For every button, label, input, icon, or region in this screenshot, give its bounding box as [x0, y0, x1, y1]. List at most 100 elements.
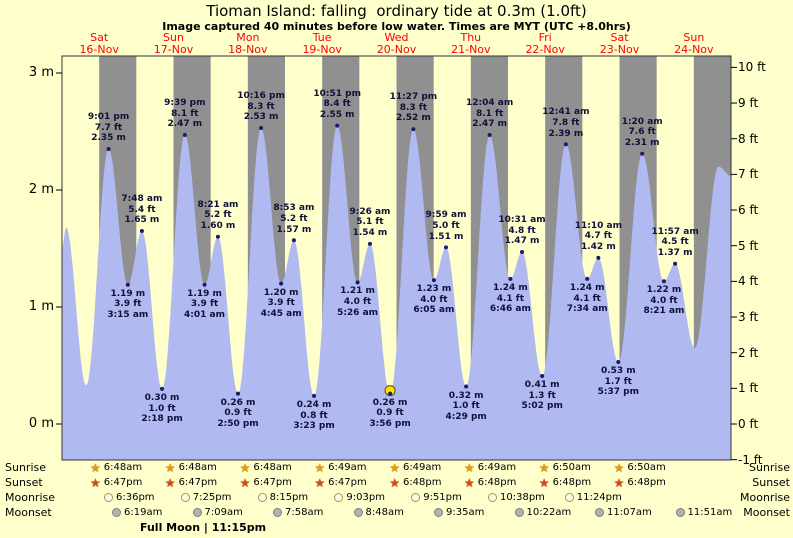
almanac-time: 6:48am	[178, 462, 217, 473]
tide-extreme-marker	[312, 393, 317, 398]
moonrise-moon-icon	[564, 493, 574, 502]
high-tide-annotation: 10:51 pm 8.4 ft 2.55 m	[313, 88, 361, 120]
y-axis-label-ft: -1 ft	[738, 452, 763, 467]
sunset-entry: ★ 6:48pm	[464, 476, 516, 489]
high-tide-annotation: 11:57 am 4.5 ft 1.37 m	[651, 226, 699, 258]
y-axis-label-ft: 10 ft	[738, 60, 766, 75]
y-axis-label-m: 3 m	[28, 65, 54, 80]
tide-curve	[62, 125, 731, 460]
moonset-entry: 7:58am	[273, 506, 323, 519]
moonset-entry: 6:19am	[112, 506, 162, 519]
almanac-time: 10:22am	[526, 507, 572, 518]
sunset-star-icon: ★	[389, 475, 400, 490]
moonset-entry: 9:35am	[434, 506, 484, 519]
y-axis-label-m: 1 m	[28, 299, 54, 314]
sunrise-row-label-left: Sunrise	[5, 461, 47, 474]
almanac-time: 11:24pm	[576, 492, 622, 503]
moonrise-entry: 10:38pm	[488, 491, 545, 504]
low-tide-annotation: 1.22 m 4.0 ft 8:21 am	[643, 285, 685, 317]
almanac-time: 6:49am	[477, 462, 517, 473]
low-tide-annotation: 0.32 m 1.0 ft 4:29 pm	[445, 390, 487, 422]
almanac-time: 11:51am	[687, 507, 733, 518]
y-axis-label-ft: 1 ft	[738, 381, 759, 396]
almanac-time: 7:25pm	[192, 492, 232, 503]
moonset-moon-icon	[675, 508, 685, 517]
almanac-time: 6:48am	[253, 462, 292, 473]
high-tide-annotation: 10:31 am 4.8 ft 1.47 m	[498, 215, 546, 247]
tide-extreme-marker	[464, 384, 469, 389]
high-tide-annotation: 11:10 am 4.7 ft 1.42 m	[574, 220, 622, 253]
y-axis-label-m: 2 m	[28, 182, 54, 197]
sunset-star-icon: ★	[90, 475, 101, 490]
y-axis-label-ft: 7 ft	[738, 167, 759, 182]
full-moon-note: Full Moon | 11:15pm	[140, 521, 267, 534]
high-tide-annotation: 9:26 am 5.1 ft 1.54 m	[349, 206, 391, 239]
tide-extreme-marker	[279, 281, 284, 286]
low-tide-annotation: 1.24 m 4.1 ft 6:46 am	[489, 282, 531, 315]
tide-extreme-marker	[661, 279, 666, 284]
moonrise-moon-icon	[488, 493, 497, 502]
tide-extreme-marker	[411, 127, 416, 132]
moonset-moon-icon	[192, 508, 202, 517]
sunset-entry: ★ 6:47pm	[314, 476, 366, 489]
day-label: Tue 19-Nov	[302, 31, 342, 57]
tide-extreme-marker	[431, 278, 436, 283]
moonrise-entry: 7:25pm	[180, 491, 232, 504]
almanac-time: 6:48pm	[552, 477, 592, 488]
sunset-star-icon: ★	[538, 475, 550, 490]
low-tide-annotation: 0.53 m 1.7 ft 5:37 pm	[597, 365, 639, 398]
low-tide-annotation: 0.30 m 1.0 ft 2:18 pm	[141, 392, 183, 425]
moonrise-entry: 8:15pm	[257, 491, 309, 504]
y-axis-label-ft: 5 ft	[738, 238, 759, 253]
moonrise-entry: 11:24pm	[564, 491, 622, 504]
sunrise-star-icon: ★	[464, 460, 475, 475]
sunset-entry: ★ 6:47pm	[240, 476, 292, 489]
almanac-time: 10:38pm	[500, 492, 545, 503]
tide-extreme-marker	[106, 147, 111, 152]
moonset-entry: 10:22am	[514, 506, 572, 519]
sunset-entry: ★ 6:47pm	[165, 476, 217, 489]
sunset-entry: ★ 6:48pm	[614, 476, 666, 489]
almanac-time: 6:47pm	[103, 477, 143, 488]
y-axis-label-ft: 0 ft	[738, 417, 759, 431]
low-tide-annotation: 1.19 m 3.9 ft 3:15 am	[107, 288, 149, 320]
sunrise-row-label-right: Sunrise	[748, 461, 790, 474]
tide-extreme-marker	[596, 255, 601, 260]
sunrise-entry: ★ 6:48am	[240, 461, 292, 474]
high-tide-annotation: 12:04 am 8.1 ft 2.47 m	[466, 98, 514, 130]
low-tide-annotation: 1.21 m 4.0 ft 5:26 am	[337, 286, 379, 318]
moonset-moon-icon	[434, 508, 443, 517]
day-label: Sat 23-Nov	[599, 31, 640, 57]
almanac-time: 8:15pm	[269, 492, 309, 503]
tide-extreme-marker	[616, 359, 621, 364]
moonset-row-label-right: Moonset	[743, 506, 790, 519]
y-axis-label-ft: 8 ft	[738, 131, 759, 146]
almanac-time: 6:36pm	[116, 492, 155, 503]
almanac-time: 9:51pm	[423, 492, 462, 503]
tide-extreme-marker	[139, 228, 144, 233]
high-tide-annotation: 1:20 am 7.6 ft 2.31 m	[621, 116, 663, 148]
moonrise-entry: 6:36pm	[104, 491, 155, 504]
sunrise-star-icon: ★	[613, 460, 625, 475]
low-tide-annotation: 0.24 m 0.8 ft 3:23 pm	[293, 399, 335, 432]
almanac-time: 7:58am	[285, 507, 324, 518]
moonset-entry: 7:09am	[192, 506, 243, 519]
y-axis-label-ft: 9 ft	[738, 96, 759, 111]
almanac-time: 6:48pm	[477, 477, 517, 488]
sunrise-star-icon: ★	[164, 460, 176, 475]
moonrise-row-label-left: Moonrise	[5, 491, 55, 504]
tide-extreme-marker	[259, 125, 264, 130]
almanac-time: 8:48am	[365, 507, 404, 518]
moonrise-moon-icon	[180, 493, 190, 502]
almanac-time: 6:47pm	[253, 477, 292, 488]
high-tide-annotation: 12:41 am 7.8 ft 2.39 m	[542, 107, 590, 139]
sunrise-entry: ★ 6:48am	[90, 461, 142, 474]
moonrise-moon-icon	[104, 493, 113, 502]
low-tide-annotation: 1.24 m 4.1 ft 7:34 am	[566, 282, 608, 315]
moonset-moon-icon	[273, 508, 282, 517]
day-label: Mon 18-Nov	[228, 31, 268, 57]
moonrise-entry: 9:51pm	[411, 491, 462, 504]
tide-extreme-marker	[215, 234, 220, 239]
tide-extreme-marker	[487, 133, 492, 138]
